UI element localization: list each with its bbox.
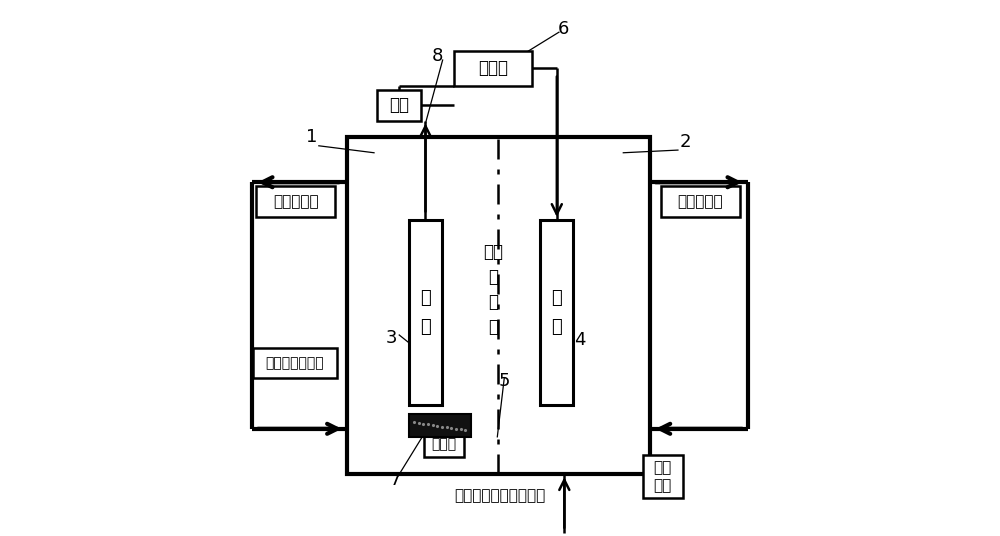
Bar <box>347 137 650 474</box>
Text: 电子: 电子 <box>389 96 409 114</box>
Text: 1: 1 <box>306 128 317 146</box>
Text: 曙气
充氧: 曙气 充氧 <box>654 460 672 493</box>
Text: 阳
极: 阳 极 <box>420 288 431 336</box>
Bar <box>661 186 740 217</box>
Bar <box>256 186 335 217</box>
Text: 4: 4 <box>574 331 585 349</box>
Text: 质子
交
换
膜: 质子 交 换 膜 <box>484 243 504 336</box>
Bar <box>253 348 337 378</box>
Text: 含氮硫污水进水: 含氮硫污水进水 <box>266 356 324 370</box>
Text: 2: 2 <box>679 133 691 151</box>
Bar <box>377 90 421 121</box>
Bar <box>424 431 464 457</box>
Text: 电阵筱: 电阵筱 <box>478 59 508 77</box>
Bar <box>540 220 573 405</box>
Bar <box>643 455 683 498</box>
Bar <box>409 220 442 405</box>
Text: 阴极室出水: 阴极室出水 <box>678 194 723 209</box>
Text: 6: 6 <box>558 20 569 39</box>
Text: 阳极室出水: 阳极室出水 <box>273 194 319 209</box>
Text: 8: 8 <box>432 47 444 65</box>
Bar <box>409 414 471 437</box>
Text: 搔拌子: 搔拌子 <box>431 437 457 451</box>
Text: 阴
极: 阴 极 <box>551 288 562 336</box>
Bar <box>454 51 532 86</box>
Text: 双室型微生物燃料电池: 双室型微生物燃料电池 <box>454 488 546 503</box>
Text: 5: 5 <box>499 371 510 390</box>
Text: 7: 7 <box>390 471 401 489</box>
Text: 3: 3 <box>386 329 397 347</box>
